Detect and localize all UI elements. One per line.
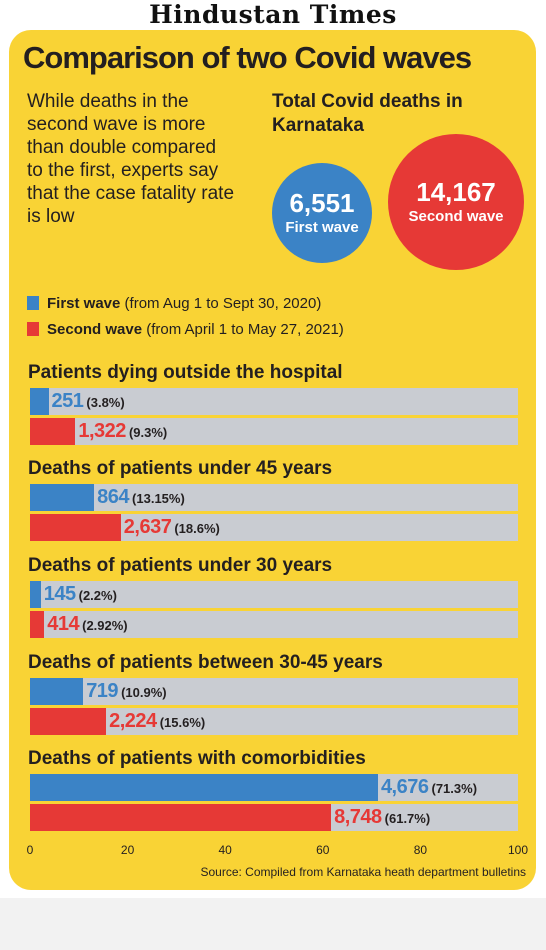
first-wave-count: 145 [43, 583, 76, 605]
second-wave-percent: (18.6%) [174, 521, 220, 536]
first-wave-percent: (13.15%) [132, 491, 185, 506]
total-deaths-heading: Total Covid deaths in Karnataka [272, 91, 463, 136]
first-wave-total-value: 6,551 [289, 188, 355, 218]
second-wave-total-label: Second wave [408, 208, 504, 225]
legend-second-detail: (from April 1 to May 27, 2021) [146, 321, 344, 338]
first-wave-data-label: 251 (3.8%) [52, 388, 125, 416]
second-wave-data-label: 2,637 (18.6%) [124, 514, 220, 542]
second-wave-bar [30, 418, 76, 445]
section-title: Deaths of patients under 45 years [28, 458, 333, 479]
second-wave-data-label: 2,224 (15.6%) [109, 708, 205, 736]
second-wave-count: 2,637 [123, 516, 172, 538]
x-tick-label: 0 [26, 843, 34, 857]
first-wave-count: 864 [97, 486, 130, 508]
first-wave-bar [30, 774, 378, 801]
second-wave-bar [30, 804, 332, 831]
x-tick-label: 100 [507, 843, 529, 857]
section-title: Deaths of patients with comorbidities [28, 748, 366, 769]
first-wave-percent: (3.8%) [86, 395, 125, 410]
first-wave-bar [30, 581, 41, 608]
first-wave-total-label: First wave [285, 219, 359, 236]
first-wave-data-label: 145 (2.2%) [44, 581, 117, 609]
x-tick-label: 40 [218, 843, 232, 857]
first-wave-bar [30, 678, 84, 705]
first-wave-data-label: 4,676 (71.3%) [381, 774, 477, 802]
second-wave-count: 414 [47, 613, 80, 635]
second-wave-data-label: 1,322 (9.3%) [78, 418, 167, 446]
first-wave-bar [30, 484, 95, 511]
second-wave-bar [30, 514, 121, 541]
second-wave-track: 2,224 (15.6%) [30, 708, 518, 735]
first-wave-percent: (71.3%) [431, 781, 478, 796]
legend-first-detail: (from Aug 1 to Sept 30, 2020) [124, 295, 322, 312]
second-wave-total-circle: 14,167 Second wave [388, 134, 524, 270]
infographic-card: Comparison of two Covid waves While deat… [9, 30, 536, 890]
x-tick-label: 60 [316, 843, 330, 857]
second-wave-track: 2,637 (18.6%) [30, 514, 518, 541]
second-wave-track: 8,748 (61.7%) [30, 804, 518, 831]
section-title: Patients dying outside the hospital [28, 362, 343, 383]
second-wave-track: 1,322 (9.3%) [30, 418, 518, 445]
first-wave-swatch [27, 296, 39, 310]
first-wave-track: 719 (10.9%) [30, 678, 518, 705]
intro-text: While deaths in the second wave is more … [27, 91, 235, 227]
first-wave-bar [30, 388, 49, 415]
first-wave-percent: (10.9%) [121, 685, 167, 700]
first-wave-track: 145 (2.2%) [30, 581, 518, 608]
second-wave-track: 414 (2.92%) [30, 611, 518, 638]
second-wave-count: 1,322 [78, 420, 126, 442]
second-wave-percent: (9.3%) [128, 425, 168, 440]
x-tick-label: 20 [120, 843, 135, 857]
legend-first-name: First wave [47, 295, 121, 312]
first-wave-data-label: 864 (13.15%) [97, 484, 185, 512]
first-wave-percent: (2.2%) [78, 588, 117, 603]
footer-strip [0, 898, 546, 950]
first-wave-track: 251 (3.8%) [30, 388, 518, 415]
first-wave-count: 251 [51, 390, 84, 412]
first-wave-data-label: 719 (10.9%) [86, 678, 166, 706]
second-wave-bar [30, 611, 45, 638]
second-wave-count: 2,224 [109, 710, 157, 732]
source-note: Source: Compiled from Karnataka heath de… [200, 865, 526, 879]
second-wave-swatch [27, 322, 39, 336]
masthead: Hindustan Times [149, 0, 397, 29]
first-wave-track: 4,676 (71.3%) [30, 774, 518, 801]
chart-title: Comparison of two Covid waves [23, 40, 472, 75]
legend-second-name: Second wave [47, 321, 143, 338]
first-wave-count: 719 [86, 680, 119, 702]
second-wave-percent: (15.6%) [159, 715, 206, 730]
second-wave-count: 8,748 [334, 806, 382, 828]
second-wave-percent: (2.92%) [82, 618, 128, 633]
section-title: Deaths of patients between 30-45 years [28, 652, 383, 673]
second-wave-total-value: 14,167 [416, 177, 496, 207]
x-tick-label: 80 [413, 843, 428, 857]
second-wave-bar [30, 708, 107, 735]
second-wave-percent: (61.7%) [384, 811, 431, 826]
legend-item-second-wave: Second wave (from April 1 to May 27, 202… [27, 320, 527, 340]
legend-item-first-wave: First wave (from Aug 1 to Sept 30, 2020) [27, 294, 527, 314]
second-wave-data-label: 414 (2.92%) [47, 611, 127, 639]
first-wave-track: 864 (13.15%) [30, 484, 518, 511]
second-wave-data-label: 8,748 (61.7%) [334, 804, 430, 832]
first-wave-count: 4,676 [380, 776, 429, 798]
section-title: Deaths of patients under 30 years [28, 555, 333, 576]
first-wave-total-circle: 6,551 First wave [272, 163, 372, 263]
